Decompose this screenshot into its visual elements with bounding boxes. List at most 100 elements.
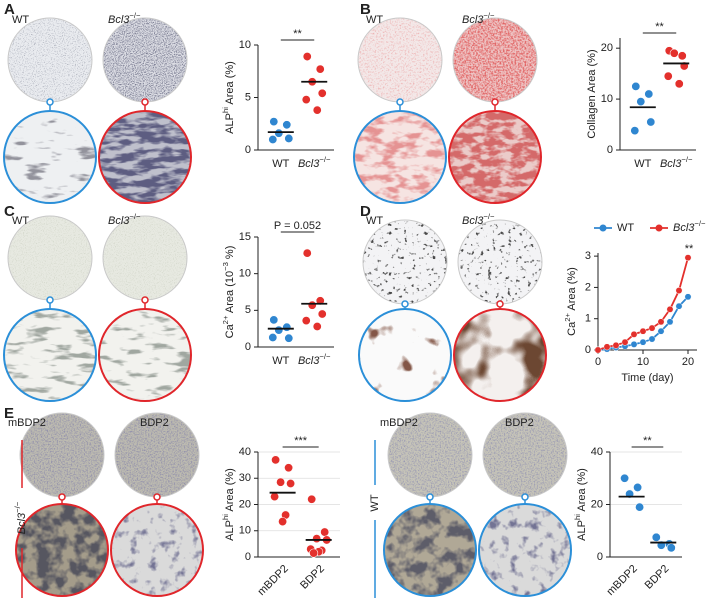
- data-point: [666, 543, 676, 553]
- y-tick-label: 10: [239, 525, 251, 537]
- data-point: [648, 324, 656, 332]
- y-axis-label: Ca2+ Area (%): [563, 267, 578, 336]
- y-tick-label: 2: [585, 281, 591, 293]
- well-texture: [359, 309, 451, 401]
- well-border: [15, 503, 109, 597]
- y-axis-label: Ca2+ Area (10−3 %): [221, 246, 236, 339]
- y-tick-label: 20: [601, 42, 613, 54]
- data-point: [636, 97, 646, 107]
- data-point: [307, 300, 317, 310]
- well-texture: [458, 220, 542, 304]
- y-tick-label: 0: [245, 144, 251, 156]
- data-point: [651, 532, 661, 542]
- image-label-part: BDP2: [140, 417, 169, 429]
- x-axis-label: Time (day): [621, 372, 673, 384]
- data-point: [630, 340, 638, 348]
- well-border: [98, 110, 192, 204]
- legend-marker: [655, 224, 663, 232]
- well-texture: [99, 111, 191, 203]
- panel-letter: A: [4, 1, 15, 18]
- data-point: [639, 327, 647, 335]
- data-point: [620, 473, 630, 483]
- image-label: WT: [12, 215, 29, 227]
- image-label: Bcl3−/−: [108, 11, 141, 26]
- x-tick-label: Bcl3−/−: [660, 155, 693, 170]
- y-axis-label-part: ALP: [224, 113, 236, 134]
- y-tick-label: 30: [239, 472, 251, 484]
- data-point: [317, 88, 327, 98]
- well-texture: [115, 413, 199, 497]
- image-label-part: mBDP2: [380, 417, 418, 429]
- image-label: Bcl3−/−: [462, 11, 495, 26]
- y-axis-label-part: Ca: [224, 323, 236, 338]
- data-point: [675, 287, 683, 294]
- well-texture: [388, 413, 472, 497]
- well-texture: [479, 504, 571, 596]
- y-axis-label-part: 2+: [563, 313, 572, 322]
- data-point: [669, 48, 679, 58]
- y-tick-label: 5: [245, 304, 251, 316]
- image-label-part: −/−: [129, 11, 141, 20]
- panel-letter: E: [4, 405, 14, 422]
- data-point: [633, 482, 643, 492]
- y-tick-label: 10: [239, 39, 251, 51]
- well-texture: [4, 309, 96, 401]
- data-point: [312, 105, 322, 115]
- y-tick-label: 40: [591, 446, 603, 458]
- y-axis-label-part: Area (%): [566, 267, 578, 313]
- y-tick-label: 0: [245, 341, 251, 353]
- y-tick-label: 0: [245, 551, 251, 563]
- y-axis-label-part: Area (%): [224, 61, 236, 107]
- x-tick-label-part: mBDP2: [255, 563, 290, 598]
- data-point: [603, 343, 611, 351]
- y-axis-label-part: Collagen Area (%): [586, 49, 598, 138]
- x-tick-label: WT: [272, 158, 289, 170]
- data-point: [278, 517, 288, 527]
- data-point: [684, 254, 692, 262]
- group-label: WT: [369, 494, 381, 511]
- data-point: [639, 338, 647, 346]
- well-texture: [483, 413, 567, 497]
- y-tick-label: 15: [239, 231, 251, 243]
- well-texture: [103, 216, 187, 300]
- x-tick-label-part: mBDP2: [604, 563, 639, 598]
- y-axis-label-part: Ca: [566, 321, 578, 336]
- data-point: [677, 51, 687, 61]
- data-point: [320, 527, 330, 537]
- zoom-marker: [496, 300, 504, 308]
- legend-label: Bcl3−/−: [673, 219, 706, 234]
- series-line: [597, 257, 689, 351]
- x-tick-label: 0: [595, 356, 601, 368]
- well-texture: [8, 18, 92, 102]
- legend-label-part: Bcl3: [673, 222, 695, 234]
- y-tick-label: 3: [585, 250, 591, 262]
- well-texture: [111, 504, 203, 596]
- well-texture: [8, 216, 92, 300]
- data-point: [674, 79, 684, 89]
- significance: ***: [294, 435, 308, 447]
- y-tick-label: 10: [601, 93, 613, 105]
- y-tick-label: 5: [245, 91, 251, 103]
- annotation: **: [685, 243, 694, 255]
- data-point: [612, 341, 620, 349]
- x-tick-label: mBDP2: [255, 563, 290, 598]
- image-label: Bcl3−/−: [462, 212, 495, 227]
- well-border: [448, 110, 542, 204]
- data-point: [666, 305, 674, 313]
- data-point: [644, 89, 654, 99]
- well-texture: [453, 18, 537, 102]
- legend-label-part: −/−: [694, 219, 706, 228]
- y-axis-label-part: 2+: [221, 315, 230, 324]
- panel-letter: B: [360, 1, 371, 18]
- x-tick-label: Bcl3−/−: [298, 155, 331, 170]
- image-label: WT: [12, 14, 29, 26]
- group-label-part: WT: [369, 494, 381, 511]
- image-label-part: −/−: [483, 11, 495, 20]
- x-tick-label-part: −/−: [319, 155, 331, 164]
- zoom-marker: [58, 493, 66, 501]
- y-axis-label-part: −3: [221, 262, 230, 271]
- image-label: Bcl3−/−: [108, 212, 141, 227]
- y-tick-label: 0: [597, 551, 603, 563]
- data-point: [282, 322, 292, 332]
